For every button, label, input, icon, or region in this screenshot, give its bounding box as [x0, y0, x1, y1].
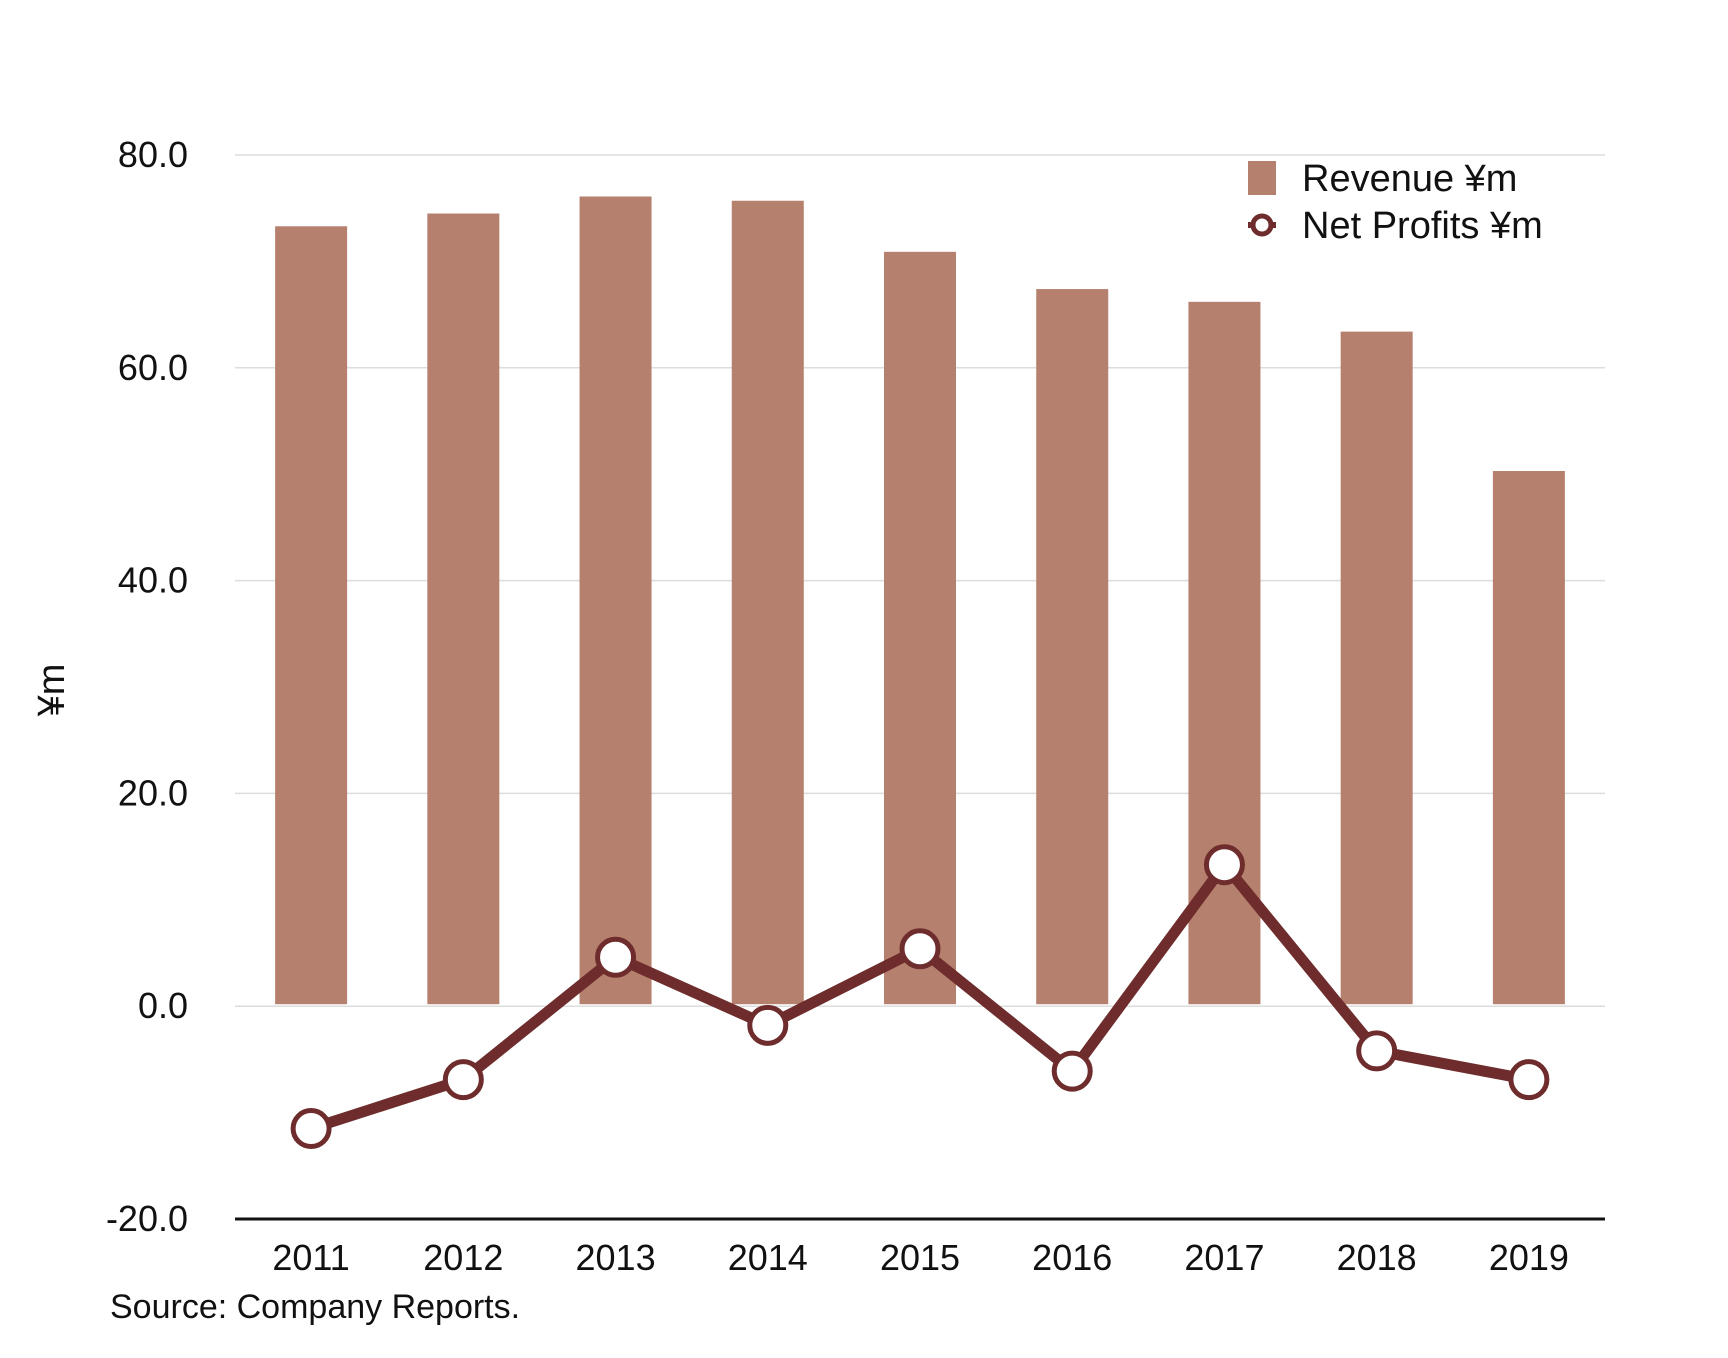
revenue-bar — [579, 196, 652, 1005]
net-profits-point — [1051, 1050, 1093, 1092]
x-tick-label: 2017 — [1184, 1237, 1264, 1278]
x-axis-ticks: 2011 2012 2013 2014 2015 2016 2017 2018 2019 — [272, 1237, 1569, 1278]
legend-swatch-revenue — [1248, 161, 1276, 195]
x-tick-label: 2018 — [1337, 1237, 1417, 1278]
legend: Revenue ¥m Net Profits ¥m — [1248, 158, 1543, 247]
revenue-bar — [884, 251, 956, 1005]
legend-marker-net-profits — [1250, 213, 1274, 237]
legend-label-revenue: Revenue ¥m — [1302, 158, 1517, 200]
revenue-bar — [1492, 471, 1565, 1005]
y-tick-label: 20.0 — [118, 772, 188, 813]
revenue-bar — [427, 213, 500, 1005]
x-tick-label: 2016 — [1032, 1237, 1112, 1278]
y-tick-label: 60.0 — [118, 347, 188, 388]
y-axis-title: ¥m — [31, 664, 73, 718]
net-profits-point — [290, 1108, 332, 1150]
net-profits-point — [1356, 1030, 1398, 1072]
x-tick-label: 2011 — [272, 1237, 349, 1278]
legend-label-net-profits: Net Profits ¥m — [1302, 205, 1543, 247]
revenue-bar — [1340, 331, 1413, 1005]
y-tick-label: 80.0 — [118, 134, 188, 175]
net-profits-point — [442, 1059, 484, 1101]
y-tick-label: 0.0 — [138, 985, 188, 1026]
x-tick-label: 2015 — [880, 1237, 960, 1278]
net-profits-point — [899, 928, 941, 970]
x-tick-label: 2013 — [576, 1237, 656, 1278]
source-note: Source: Company Reports. — [110, 1288, 521, 1326]
revenue-bars — [275, 196, 1565, 1005]
net-profits-point — [595, 936, 637, 978]
y-axis-ticks: 80.0 60.0 40.0 20.0 0.0 -20.0 — [106, 134, 188, 1239]
net-profits-point — [1508, 1059, 1550, 1101]
net-profits-point — [747, 1004, 789, 1046]
revenue-bar — [1036, 289, 1109, 1005]
y-tick-label: 40.0 — [118, 560, 188, 601]
y-tick-label: -20.0 — [106, 1198, 188, 1239]
x-tick-label: 2019 — [1489, 1237, 1569, 1278]
net-profits-point — [1203, 844, 1245, 886]
revenue-bar — [275, 226, 348, 1005]
revenue-bar — [731, 200, 804, 1005]
x-tick-label: 2014 — [728, 1237, 808, 1278]
net-profits-points — [290, 844, 1550, 1150]
x-tick-label: 2012 — [423, 1237, 503, 1278]
